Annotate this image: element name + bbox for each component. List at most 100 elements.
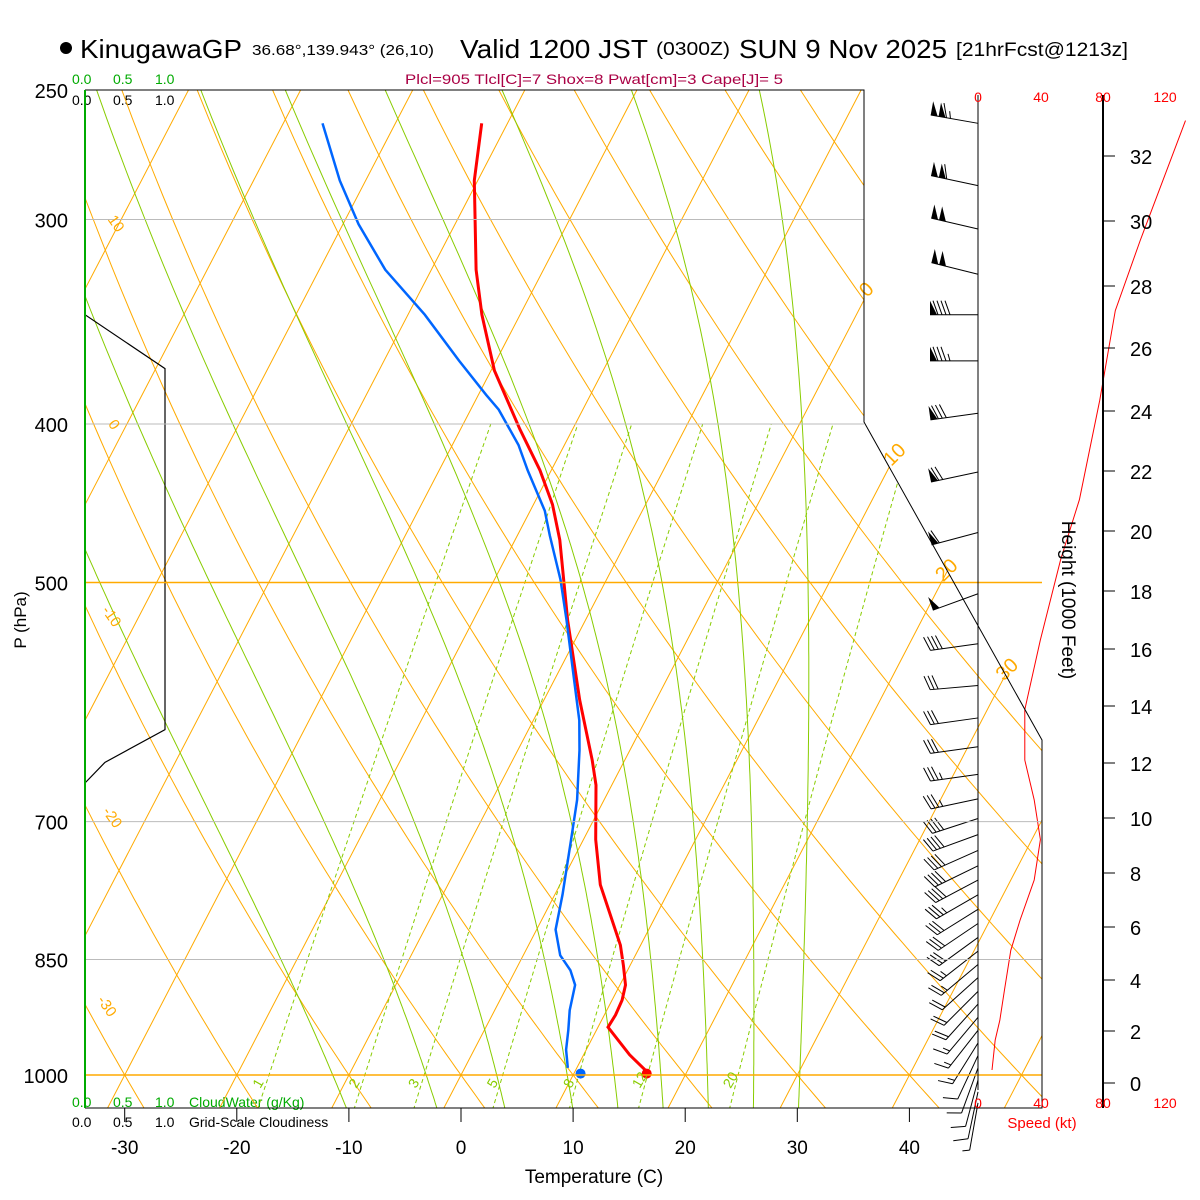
dry-adiabat-line — [85, 90, 150, 1108]
barb-half — [947, 1077, 955, 1081]
barb-full — [944, 164, 948, 180]
wind-barb — [927, 950, 979, 982]
isotherm-line — [85, 90, 429, 1108]
y-axis-label: P (hPa) — [11, 591, 30, 648]
barb-full — [943, 103, 947, 118]
cloud-scale-top: 0.0 0.5 1.0 0.0 0.5 1.0 — [72, 71, 175, 108]
barb-flag — [928, 406, 938, 420]
barb-full — [934, 835, 945, 848]
x-tick-label: -10 — [335, 1138, 362, 1159]
barb-full — [927, 874, 939, 886]
barb-full — [923, 711, 931, 725]
theta-label: -30 — [93, 993, 119, 1021]
wind-barb — [928, 466, 979, 483]
moist-adiabat-line — [85, 90, 440, 1108]
pressure-label: 250 — [35, 81, 68, 103]
speed-tick-label: 120 — [1153, 89, 1177, 105]
wind-barb — [930, 991, 979, 1026]
wind-barb — [937, 1042, 979, 1085]
barb-full — [927, 710, 935, 725]
wind-barb — [929, 977, 979, 1011]
moist-adiabat-line — [372, 90, 665, 1108]
barb-full — [935, 404, 943, 419]
barb-full — [922, 821, 933, 834]
barb-half — [962, 1149, 970, 1152]
barb-full — [928, 906, 941, 918]
height-tick-label: 18 — [1130, 582, 1152, 604]
barb-half — [938, 799, 944, 807]
speed-tick-label: 80 — [1095, 89, 1111, 105]
wind-barb — [962, 1102, 979, 1152]
isotherm-line — [214, 90, 765, 1108]
barb-full — [931, 675, 939, 690]
isotherm-label: 0 — [855, 278, 878, 301]
speed-tick-label: 80 — [1095, 1095, 1111, 1111]
mixing-ratio-line — [254, 423, 492, 1108]
height-tick-label: 6 — [1130, 918, 1141, 940]
x-tick-label: 10 — [563, 1138, 584, 1159]
barb-full — [931, 635, 939, 650]
barb-staff — [945, 1003, 979, 1041]
barb-full — [930, 467, 940, 481]
barb-staff — [941, 977, 979, 1011]
cloudiness-label: Grid-Scale Cloudiness — [189, 1114, 328, 1130]
barb-flag — [931, 204, 939, 220]
wind-barb — [934, 1029, 979, 1069]
barb-half — [949, 111, 951, 119]
barb-full — [934, 870, 946, 882]
barb-full — [930, 794, 940, 808]
barb-full — [934, 886, 947, 898]
pressure-label: 850 — [35, 951, 68, 973]
barb-full — [935, 635, 943, 649]
barb-staff — [940, 964, 979, 996]
dry-adiabat-line — [85, 90, 492, 1108]
wind-barb — [930, 161, 979, 187]
chart-marks — [84, 101, 979, 1152]
barb-full — [934, 853, 946, 866]
mixing-ratio-line — [635, 423, 834, 1108]
moist-adiabat-line — [86, 90, 508, 1108]
cloudwater-tick: 0.5 — [113, 71, 133, 87]
theta-label: 0 — [104, 416, 123, 433]
barb-full — [932, 920, 945, 931]
wind-barb — [950, 1079, 979, 1129]
barb-flag — [938, 102, 946, 118]
pressure-label: 500 — [35, 574, 68, 596]
height-tick-label: 32 — [1130, 147, 1152, 169]
cloud-scale-bottom: 0.0 0.5 1.0 CloudWater (g/Kg) 0.0 0.5 1.… — [72, 1094, 328, 1130]
wind-barb — [923, 865, 979, 888]
moist-adiabat-line — [620, 90, 755, 1108]
barb-half — [943, 1061, 952, 1066]
temperature-line — [472, 123, 647, 1072]
barb-full — [927, 857, 939, 869]
barb-full — [926, 956, 940, 967]
dry-adiabat-line — [0, 61, 35, 1116]
height-tick-label: 12 — [1130, 754, 1152, 776]
height-tick-label: 26 — [1130, 339, 1152, 361]
x-tick-label: -20 — [223, 1138, 250, 1159]
barb-flag — [930, 300, 937, 315]
background-lines — [0, 61, 1042, 1116]
x-tick-label: 30 — [787, 1138, 808, 1159]
cloudwater-tick: 0.5 — [113, 1094, 133, 1110]
barb-full — [927, 972, 941, 982]
speed-tick-label: 0 — [974, 1095, 982, 1111]
height-tick-label: 10 — [1130, 809, 1152, 831]
wind-barb — [923, 766, 979, 782]
barb-full — [926, 837, 938, 851]
cloudwater-tick: 0.0 — [72, 1094, 92, 1110]
cloudiness-tick: 0.5 — [113, 92, 133, 108]
wind-barb — [928, 404, 979, 421]
barb-full — [934, 1062, 949, 1069]
height-tick-label: 24 — [1130, 402, 1152, 424]
cloudiness-tick: 0.0 — [72, 1114, 92, 1130]
wind-barb — [930, 300, 978, 316]
barb-flag — [931, 249, 939, 265]
height-tick-label: 8 — [1130, 864, 1141, 886]
pressure-label: 300 — [35, 211, 68, 233]
barb-full — [927, 767, 935, 781]
mixing-ratio-line — [351, 423, 579, 1108]
station-dot-icon — [60, 42, 72, 54]
isotherm-line — [775, 90, 1042, 1108]
